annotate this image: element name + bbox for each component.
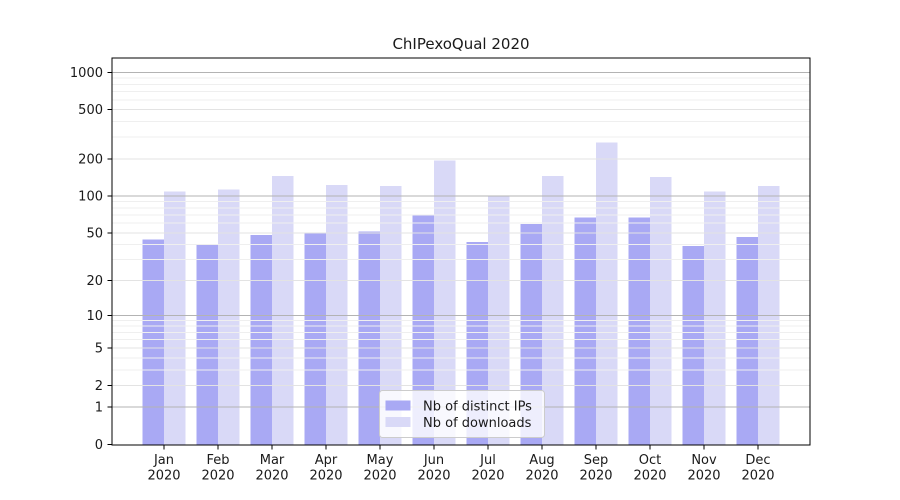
y-tick-label: 5: [95, 342, 103, 357]
legend-swatch-downloads: [385, 417, 411, 427]
bar-downloads-jun: [434, 160, 456, 445]
x-tick-label-year: 2020: [633, 469, 666, 484]
y-tick-label: 10: [86, 309, 103, 324]
x-tick-label-month: Mar: [260, 453, 285, 468]
x-tick-label-year: 2020: [579, 469, 612, 484]
x-tick-label-year: 2020: [525, 469, 558, 484]
x-tick-label-month: Jan: [153, 453, 174, 468]
x-tick-label-year: 2020: [417, 469, 450, 484]
chart-title: ChIPexoQual 2020: [392, 35, 529, 53]
bar-downloads-aug: [542, 176, 564, 445]
x-tick-label-year: 2020: [147, 469, 180, 484]
legend: Nb of distinct IPs Nb of downloads: [379, 390, 545, 438]
bar-downloads-oct: [650, 176, 672, 445]
x-tick-label-month: Jul: [479, 453, 496, 468]
x-tick-label-year: 2020: [687, 469, 720, 484]
bar-downloads-nov: [704, 191, 726, 445]
bar-distinct-ips-nov: [682, 245, 704, 445]
y-tick-label: 50: [86, 226, 103, 241]
x-tick-label-month: Oct: [639, 453, 661, 468]
bar-distinct-ips-jan: [142, 239, 164, 445]
x-tick-label-month: Apr: [315, 453, 338, 468]
x-tick-label-year: 2020: [201, 469, 234, 484]
bar-distinct-ips-oct: [628, 217, 650, 445]
grid-layer: [112, 71, 810, 408]
plot-border: [111, 57, 811, 446]
x-tick-label-year: 2020: [309, 469, 342, 484]
x-tick-label-year: 2020: [363, 469, 396, 484]
x-tick-label-year: 2020: [255, 469, 288, 484]
y-tick-label: 500: [78, 103, 103, 118]
bar-distinct-ips-apr: [304, 232, 326, 445]
y-tick-label: 1: [95, 401, 103, 416]
x-tick-label-month: May: [367, 453, 394, 468]
bar-downloads-feb: [218, 189, 240, 445]
legend-label-distinct-ips: Nb of distinct IPs: [423, 400, 532, 415]
bar-distinct-ips-may: [358, 231, 380, 445]
bar-distinct-ips-dec: [736, 237, 758, 445]
bar-downloads-sep: [596, 142, 618, 445]
x-tick-label-month: Feb: [206, 453, 229, 468]
axis-layer: 01251020501002005001000Jan2020Feb2020Mar…: [70, 66, 775, 484]
y-tick-label: 100: [78, 190, 103, 205]
y-tick-label: 200: [78, 152, 103, 167]
x-tick-label-year: 2020: [471, 469, 504, 484]
x-tick-label-month: Nov: [691, 453, 717, 468]
bar-distinct-ips-jun: [412, 214, 434, 445]
bar-distinct-ips-feb: [196, 244, 218, 445]
x-tick-label-year: 2020: [741, 469, 774, 484]
y-tick-label: 0: [95, 438, 103, 453]
bar-downloads-jan: [164, 191, 186, 445]
legend-swatch-distinct-ips: [385, 400, 411, 411]
y-tick-label: 2: [95, 379, 103, 394]
legend-box: [379, 390, 545, 438]
bar-distinct-ips-sep: [574, 217, 596, 445]
x-tick-label-month: Sep: [584, 453, 609, 468]
y-tick-label: 20: [86, 274, 103, 289]
bar-downloads-mar: [272, 175, 294, 445]
x-tick-label-month: Aug: [529, 453, 554, 468]
legend-label-downloads: Nb of downloads: [423, 416, 532, 431]
y-tick-label: 1000: [70, 66, 103, 81]
x-tick-label-month: Jun: [423, 453, 444, 468]
x-tick-label-month: Dec: [745, 453, 770, 468]
bar-distinct-ips-aug: [520, 224, 542, 445]
bar-downloads-apr: [326, 184, 348, 445]
